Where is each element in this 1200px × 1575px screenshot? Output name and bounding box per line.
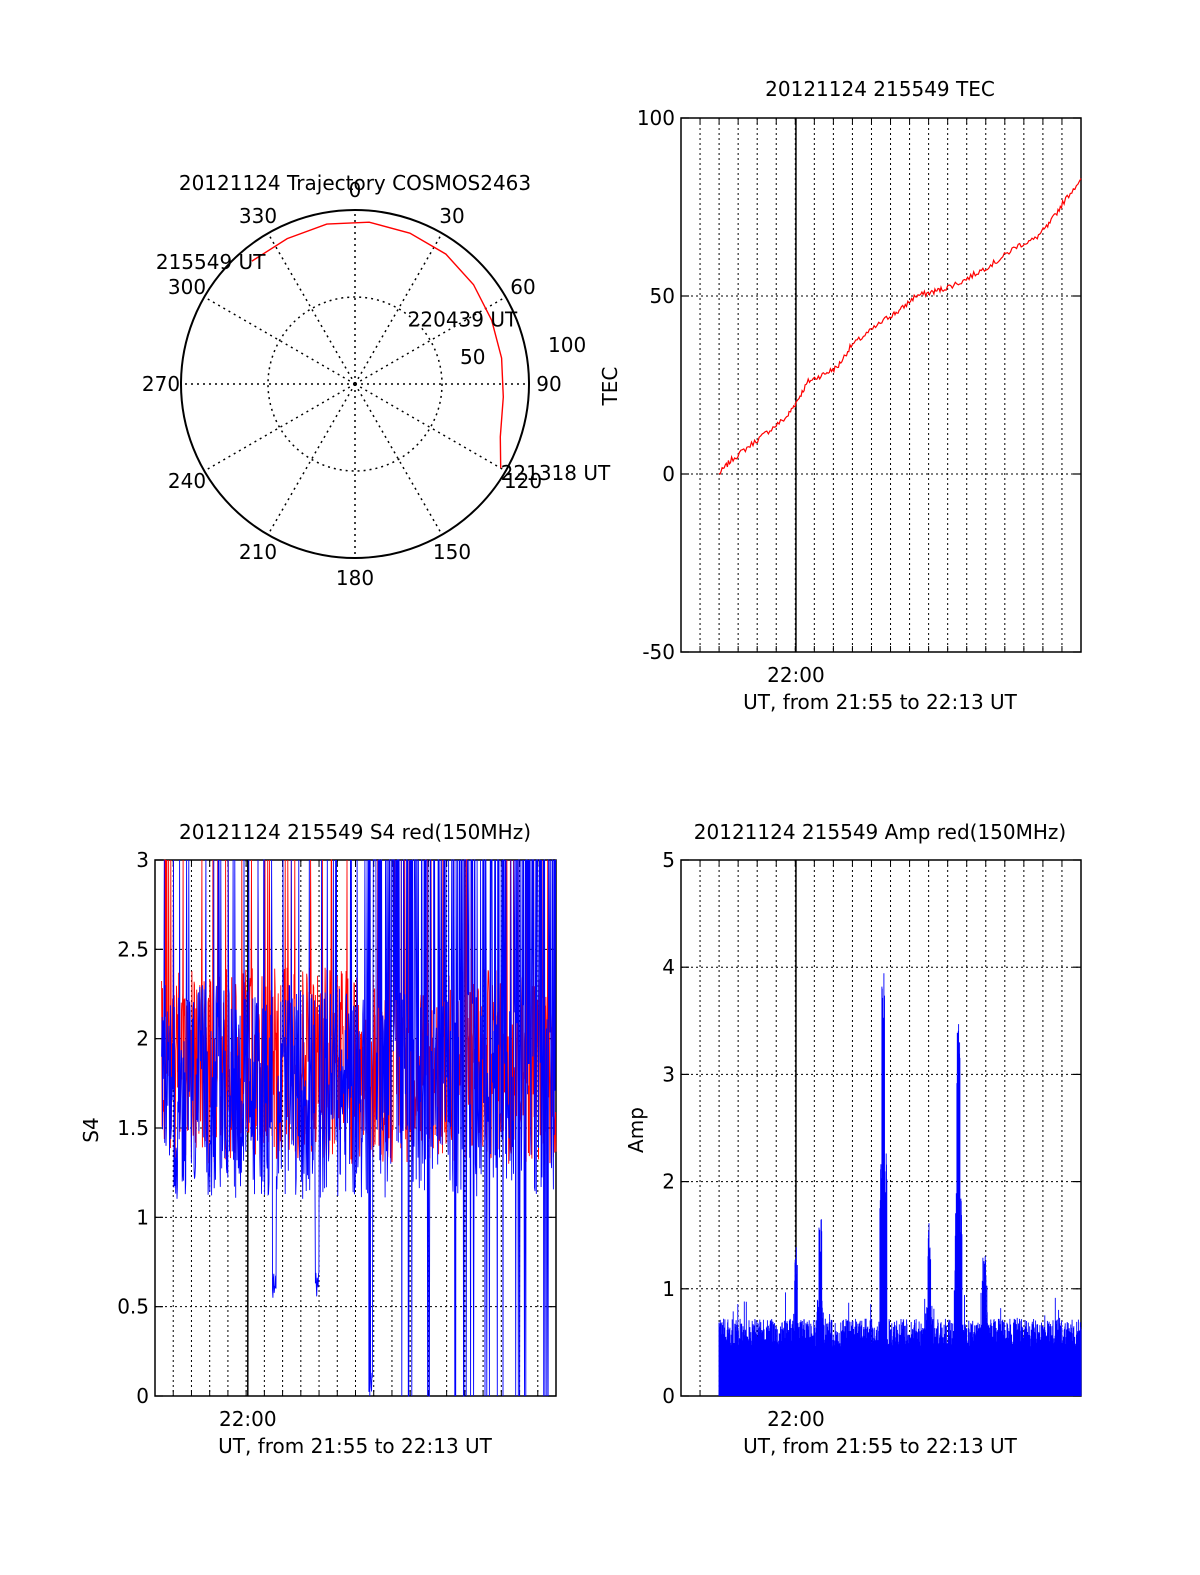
polar-angle-label: 150 <box>433 540 471 564</box>
amp-series-bars <box>718 973 1082 1396</box>
tec-frame <box>680 117 1082 653</box>
polar-spoke <box>354 232 443 385</box>
trajectory-annotation: 215549 UT <box>156 250 266 274</box>
tec-plot: 20121124 215549 TEC TEC UT, from 21:55 t… <box>598 77 1082 714</box>
amp-ytick-label: 1 <box>662 1277 675 1301</box>
polar-angle-label: 30 <box>439 204 464 228</box>
amp-ytick-label: 2 <box>662 1170 675 1194</box>
polar-angle-label: 300 <box>168 275 206 299</box>
polar-radius-label-100: 100 <box>548 333 586 357</box>
s4-ytick-label: 0 <box>136 1384 149 1408</box>
s4-ytick-label: 1.5 <box>117 1116 149 1140</box>
polar-spoke <box>267 383 356 536</box>
amp-xtick-label: 22:00 <box>767 1407 825 1431</box>
amp-ytick-label: 4 <box>662 955 675 979</box>
amp-ytick-label: 5 <box>662 848 675 872</box>
s4-xtick-label: 22:00 <box>219 1407 277 1431</box>
polar-spoke <box>354 383 443 536</box>
s4-xlabel: UT, from 21:55 to 22:13 UT <box>218 1434 493 1458</box>
tec-ytick-label: 100 <box>637 106 675 130</box>
s4-title: 20121124 215549 S4 red(150MHz) <box>179 820 531 844</box>
polar-angle-label: 210 <box>239 540 277 564</box>
amp-ytick-label: 3 <box>662 1062 675 1086</box>
polar-track <box>251 221 505 469</box>
polar-grid <box>180 209 530 559</box>
trajectory-line <box>251 221 505 469</box>
polar-rim <box>180 209 530 559</box>
polar-spoke <box>354 383 507 472</box>
s4-ytick-label: 3 <box>136 848 149 872</box>
polar-angle-label: 60 <box>510 275 535 299</box>
polar-angle-label: 120 <box>504 469 542 493</box>
polar-angle-label: 270 <box>142 372 180 396</box>
tec-title: 20121124 215549 TEC <box>765 77 995 101</box>
trajectory-annotation: 221318 UT <box>501 461 611 485</box>
polar-angle-labels: 0 30 60 90 120 150 180 210 240 270 300 330 <box>142 178 562 590</box>
polar-title: 20121124 Trajectory COSMOS2463 <box>179 171 531 195</box>
polar-spoke <box>354 296 507 385</box>
amp-xlabel: UT, from 21:55 to 22:13 UT <box>743 1434 1018 1458</box>
amp-ytick-label: 0 <box>662 1384 675 1408</box>
polar-spoke <box>267 232 356 385</box>
trajectory-annotation: 220439 UT <box>408 307 518 331</box>
amp-title: 20121124 215549 Amp red(150MHz) <box>694 820 1066 844</box>
s4-ytick-label: 1 <box>136 1205 149 1229</box>
polar-angle-label: 330 <box>239 204 277 228</box>
polar-angle-label: 90 <box>536 372 561 396</box>
polar-angle-label: 240 <box>168 469 206 493</box>
polar-radius-label-50: 50 <box>460 345 485 369</box>
s4-plot: 20121124 215549 S4 red(150MHz) S4 UT, fr… <box>79 820 557 1458</box>
amp-ylabel: Amp <box>624 1107 648 1153</box>
polar-spoke <box>203 296 356 385</box>
tec-ytick-label: 0 <box>662 462 675 486</box>
polar-angle-label: 0 <box>349 178 362 202</box>
s4-ylabel: S4 <box>79 1117 103 1142</box>
amp-plot: 20121124 215549 Amp red(150MHz) Amp UT, … <box>624 820 1082 1458</box>
s4-ytick-label: 2.5 <box>117 937 149 961</box>
tec-series-line <box>718 178 1082 475</box>
polar-annotations: 215549 UT 220439 UT 221318 UT <box>156 250 611 485</box>
s4-ytick-label: 2 <box>136 1027 149 1051</box>
tec-ytick-label: 50 <box>650 284 675 308</box>
polar-ring-50 <box>267 296 443 472</box>
tec-ytick-label: -50 <box>642 640 675 664</box>
tec-xtick-label: 22:00 <box>767 663 825 687</box>
s4-series-line <box>161 859 557 1397</box>
tec-xlabel: UT, from 21:55 to 22:13 UT <box>743 690 1018 714</box>
polar-angle-label: 180 <box>336 566 374 590</box>
tec-ylabel: TEC <box>598 367 622 407</box>
s4-ytick-label: 0.5 <box>117 1295 149 1319</box>
polar-spoke <box>203 383 356 472</box>
polar-plot: 20121124 Trajectory COSMOS2463 0 30 60 90 12… <box>142 171 611 590</box>
